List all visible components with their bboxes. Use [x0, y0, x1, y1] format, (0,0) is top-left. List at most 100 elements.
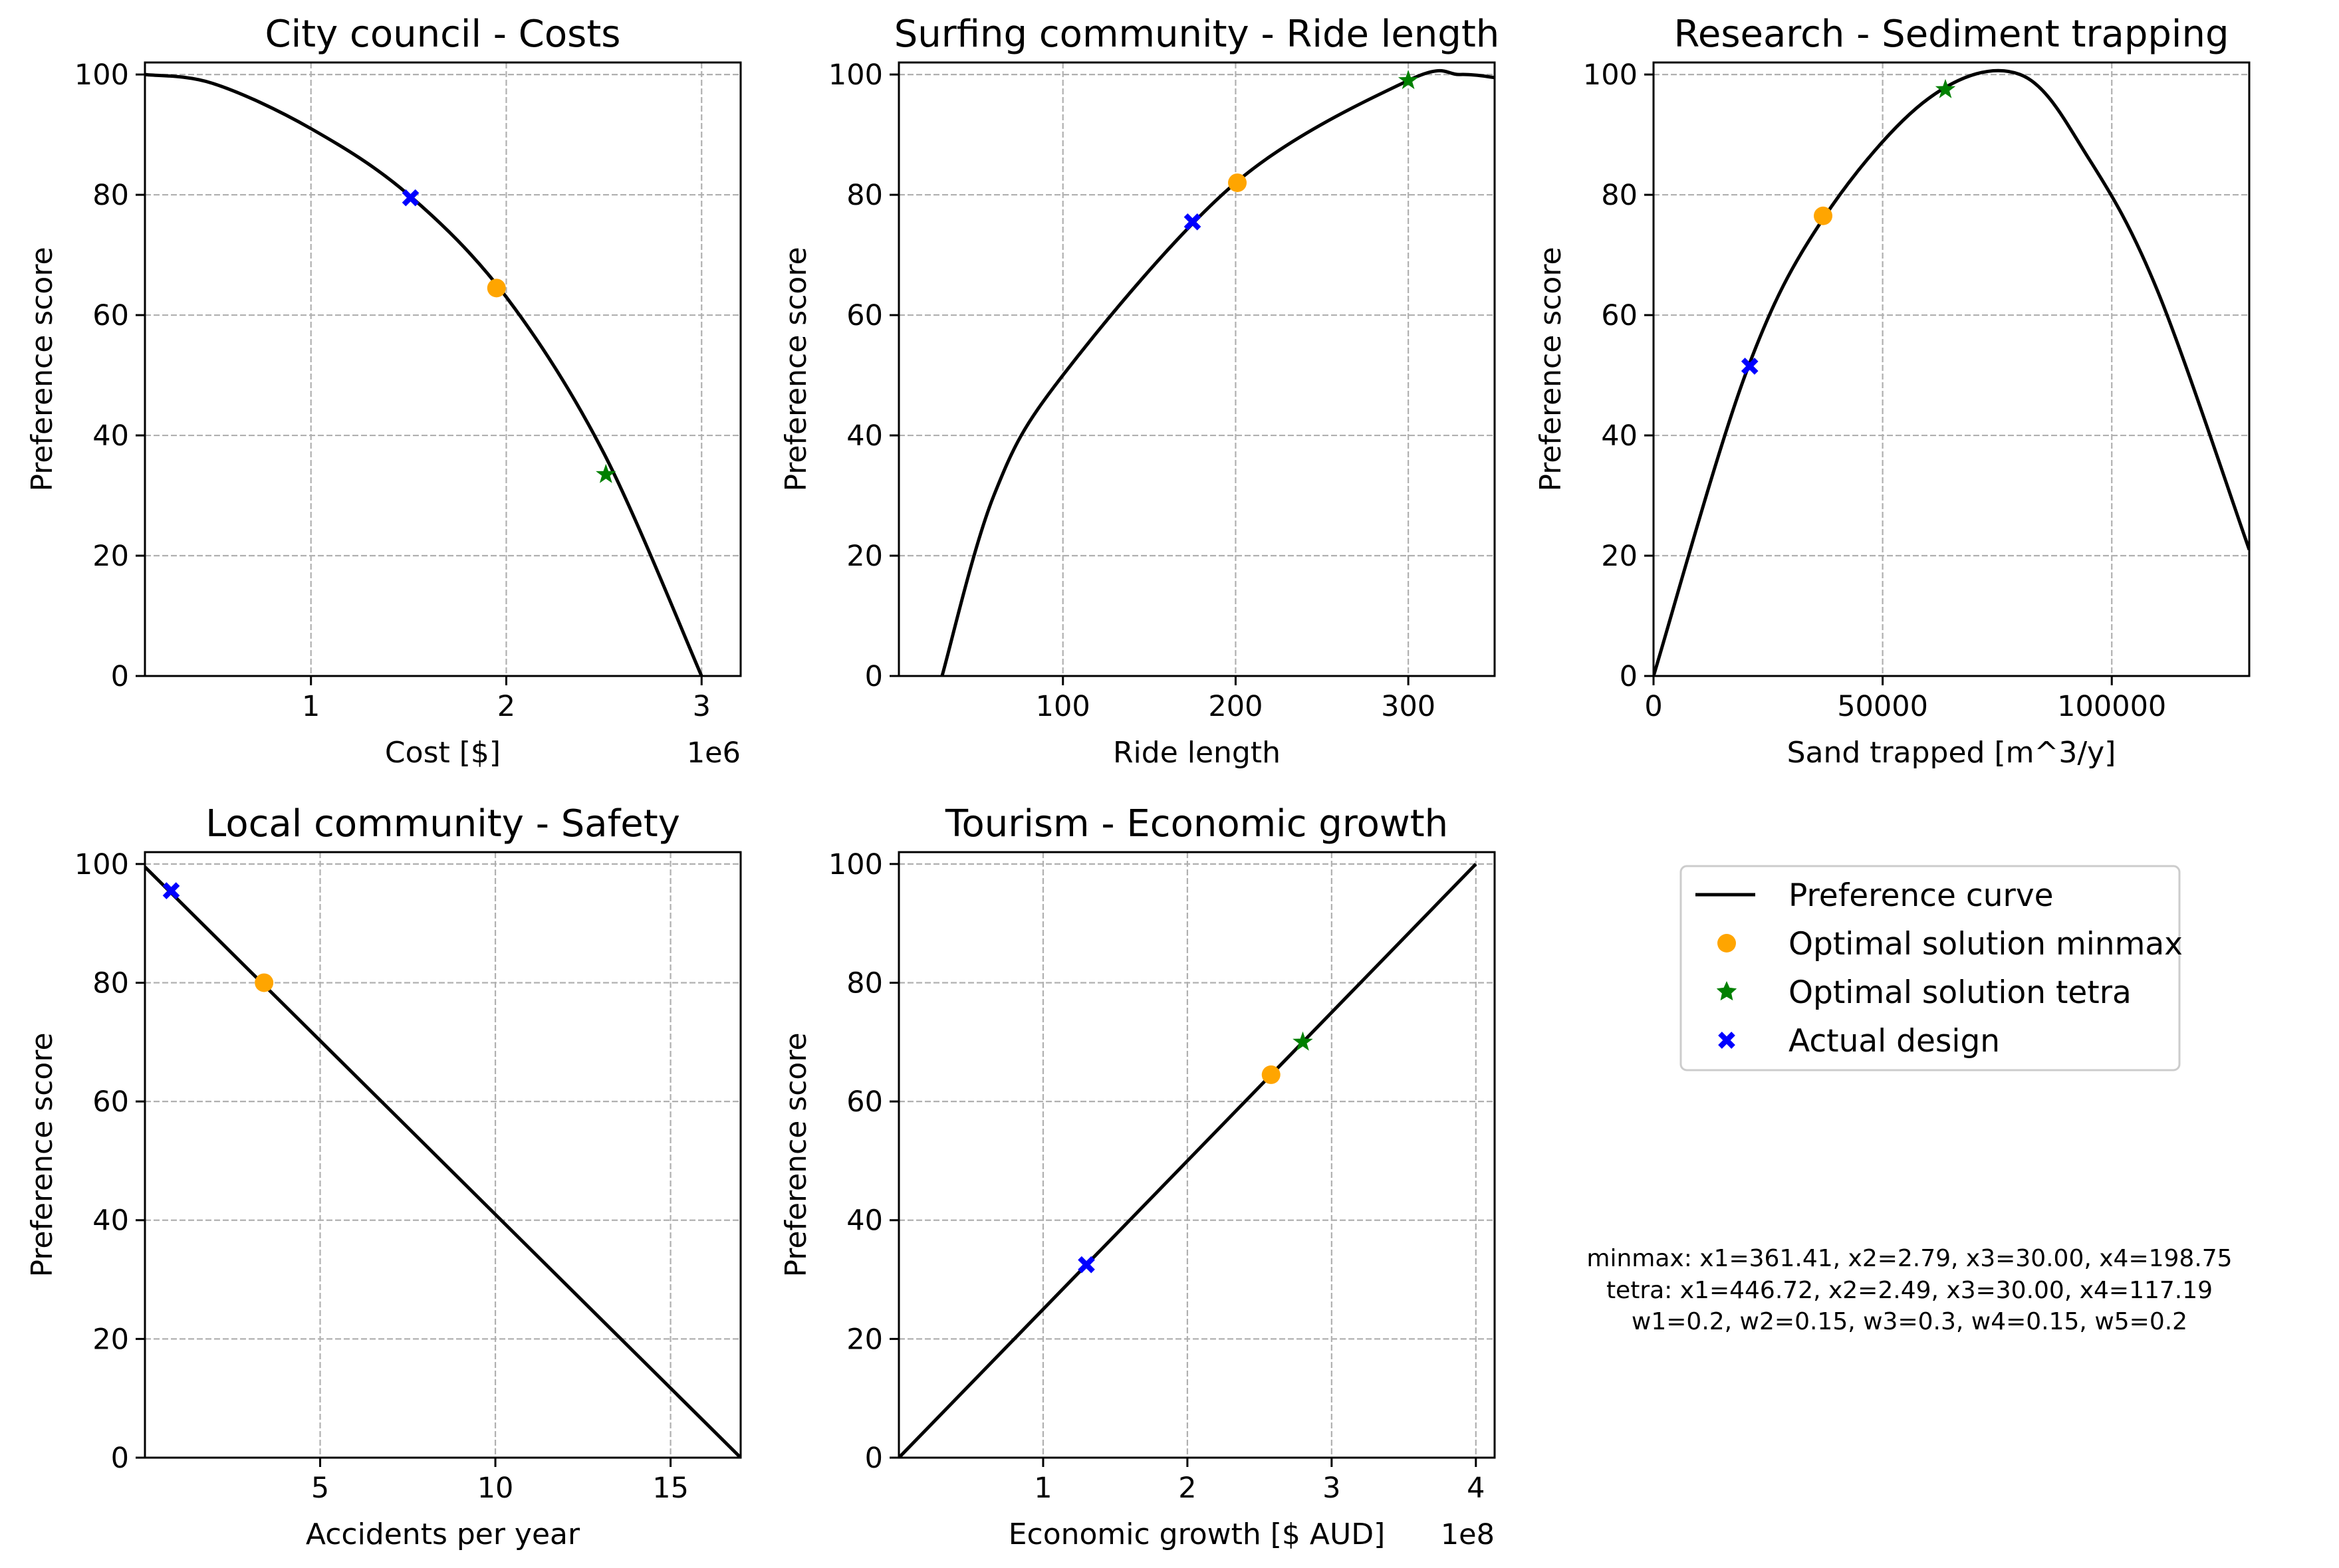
y-axis-label: Preference score — [25, 1032, 59, 1277]
y-tick-label: 20 — [846, 1323, 883, 1356]
note-line-weights: w1=0.2, w2=0.15, w3=0.3, w4=0.15, w5=0.2 — [1632, 1308, 2187, 1335]
x-tick-label: 1 — [302, 690, 320, 723]
marker-optimal-solution-minmax — [1814, 206, 1833, 225]
y-tick-label: 80 — [1601, 179, 1638, 212]
subplot-title: City council - Costs — [265, 13, 621, 56]
legend-label-minmax: Optimal solution minmax — [1788, 926, 2183, 962]
legend-frame — [1679, 865, 2181, 1071]
legend-label-preference-curve: Preference curve — [1788, 877, 2054, 914]
y-tick-label: 20 — [92, 540, 129, 573]
preference-curve — [145, 865, 741, 1458]
x-tick-label: 10 — [477, 1472, 514, 1505]
y-tick-label: 60 — [92, 299, 129, 332]
y-tick-label: 60 — [1601, 299, 1638, 332]
marker-actual-design — [402, 189, 420, 207]
legend-marker-minmax — [1717, 934, 1736, 952]
y-tick-label: 0 — [865, 660, 883, 693]
y-tick-label: 80 — [92, 966, 129, 1000]
marker-x-stroke — [162, 882, 180, 899]
marker-optimal-solution-minmax — [255, 973, 274, 992]
x-tick-label: 1 — [1034, 1472, 1052, 1505]
axes-frame — [144, 61, 742, 677]
x-tick-label: 2 — [1178, 1472, 1196, 1505]
y-tick-label: 0 — [111, 1442, 129, 1475]
marker-optimal-solution-minmax — [487, 279, 506, 298]
y-tick-label: 60 — [846, 1085, 883, 1119]
marker-optimal-solution-tetra — [596, 463, 616, 483]
preference-curve — [1654, 68, 2249, 676]
parameters-note: minmax: x1=361.41, x2=2.79, x3=30.00, x4… — [1586, 1245, 2232, 1335]
marker-x-stroke — [1078, 1256, 1095, 1274]
axes-frame — [144, 851, 742, 1459]
legend-label-actual: Actual design — [1788, 1023, 2000, 1060]
marker-optimal-solution-minmax — [1261, 1065, 1281, 1084]
x-axis-offset-label: 1e8 — [1441, 1518, 1495, 1551]
axes-frame — [1652, 61, 2251, 677]
y-tick-label: 40 — [92, 1204, 129, 1238]
x-tick-label: 100 — [1036, 690, 1090, 723]
subplot-1: 1 2 3 0 20 40 60 80 100 City council - Costs Cost … — [25, 13, 742, 770]
marker-x-stroke — [1741, 358, 1759, 375]
subplot-2: 100 200 300 0 20 40 60 80 100 Surfing community -… — [779, 13, 1499, 770]
y-tick-label: 40 — [846, 1204, 883, 1238]
marker-actual-design — [1183, 213, 1201, 231]
y-tick-label: 40 — [846, 419, 883, 453]
x-tick-label: 4 — [1467, 1472, 1485, 1505]
subplot-4: 5 10 15 0 20 40 60 80 100 Local community - Safet… — [25, 802, 742, 1551]
y-axis-label: Preference score — [1534, 247, 1568, 491]
subplot-title: Surfing community - Ride length — [894, 13, 1500, 56]
grid — [899, 852, 1495, 1459]
y-tick-label: 20 — [846, 540, 883, 573]
y-tick-label: 40 — [92, 419, 129, 453]
y-tick-label: 40 — [1601, 419, 1638, 453]
x-tick-label: 0 — [1644, 690, 1662, 723]
marker-optimal-solution-tetra — [1293, 1031, 1313, 1051]
x-axis-label: Cost [$] — [385, 736, 501, 770]
y-tick-label: 100 — [1583, 58, 1638, 92]
y-axis-label: Preference score — [779, 1032, 813, 1277]
marker-optimal-solution-minmax — [1228, 173, 1247, 192]
subplot-3: 0 50000 100000 0 20 40 60 80 100 Research - Sedim… — [1534, 13, 2251, 770]
legend: Preference curve Optimal solution minmax… — [1679, 865, 2183, 1071]
marker-actual-design — [1741, 358, 1759, 375]
y-tick-label: 60 — [92, 1085, 129, 1119]
preference-curve — [940, 68, 1495, 676]
preference-curve — [899, 863, 1477, 1458]
y-tick-label: 100 — [74, 848, 129, 881]
y-tick-label: 0 — [865, 1442, 883, 1475]
x-axis-label: Ride length — [1113, 736, 1281, 770]
legend-marker-actual — [1718, 1032, 1735, 1049]
x-axis-label: Sand trapped [m^3/y] — [1787, 736, 2116, 770]
x-tick-label: 2 — [497, 690, 515, 723]
note-line-minmax: minmax: x1=361.41, x2=2.79, x3=30.00, x4… — [1586, 1245, 2232, 1272]
axes-frame — [898, 851, 1496, 1459]
legend-marker-tetra — [1716, 981, 1737, 1001]
x-tick-label: 50000 — [1837, 690, 1928, 723]
y-tick-label: 0 — [111, 660, 129, 693]
x-tick-label: 3 — [1322, 1472, 1340, 1505]
y-tick-label: 20 — [92, 1323, 129, 1356]
y-tick-label: 20 — [1601, 540, 1638, 573]
y-axis-label: Preference score — [25, 247, 59, 491]
x-tick-label: 200 — [1208, 690, 1263, 723]
subplot-title: Local community - Safety — [205, 802, 680, 845]
y-tick-label: 80 — [92, 179, 129, 212]
note-line-tetra: tetra: x1=446.72, x2=2.49, x3=30.00, x4=… — [1606, 1277, 2213, 1304]
x-tick-label: 3 — [693, 690, 711, 723]
preference-curve — [145, 72, 703, 676]
axes-frame — [898, 61, 1496, 677]
x-tick-label: 15 — [652, 1472, 689, 1505]
y-tick-label: 0 — [1620, 660, 1638, 693]
y-tick-label: 80 — [846, 179, 883, 212]
x-tick-label: 300 — [1381, 690, 1435, 723]
legend-label-tetra: Optimal solution tetra — [1788, 974, 2132, 1011]
x-axis-label: Economic growth [$ AUD] — [1009, 1517, 1386, 1551]
marker-actual-design — [1078, 1256, 1095, 1274]
marker-x-stroke — [1183, 213, 1201, 231]
marker-x-stroke — [402, 189, 420, 207]
x-tick-label: 5 — [311, 1472, 329, 1505]
